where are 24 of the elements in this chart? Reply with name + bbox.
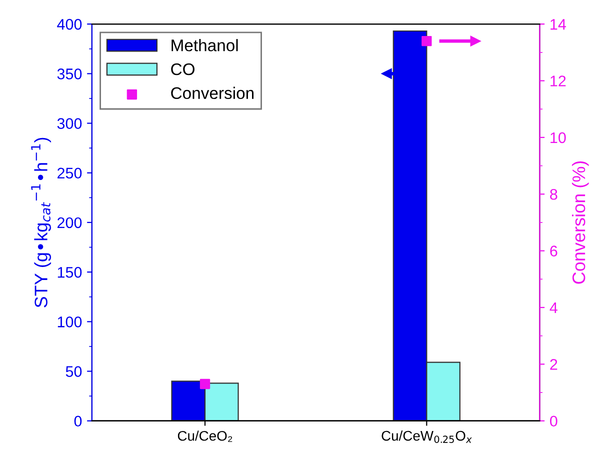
y-tick-label: 200 [58, 217, 82, 228]
legend-label: Conversion [171, 86, 254, 100]
y2-tick-label: 12 [550, 76, 566, 86]
y-tick-label: 300 [57, 118, 82, 129]
y2-tick-label: 4 [550, 302, 558, 314]
y2-tick-label: 0 [550, 416, 558, 427]
y-axis-title: STY (g•kg$_{cat}$$^{−1}$•h$^{−1}$) [31, 138, 52, 308]
y2-axis-title: Conversion (%) [572, 161, 589, 284]
x-tick-label: Cu/CeW$_{0.25}$O$_{x}$ [382, 430, 472, 443]
y-tick-label: 250 [58, 168, 82, 179]
y2-tick-label: 2 [550, 359, 558, 370]
y2-tick-label: 10 [550, 132, 566, 144]
y2-tick-label: 14 [550, 19, 566, 30]
legend-label: Methanol [172, 39, 238, 52]
y2-tick-label: 8 [550, 188, 558, 200]
y2-tick-label: 6 [550, 246, 558, 256]
y-tick-label: 50 [66, 366, 82, 377]
y-tick-label: 150 [58, 266, 82, 278]
y-tick-label: 400 [57, 18, 82, 30]
y-tick-label: 350 [57, 68, 82, 80]
x-tick-label: Cu/CeO₂ [178, 430, 232, 442]
y-tick-label: 0 [74, 416, 82, 427]
y-tick-label: 100 [58, 316, 82, 328]
legend-label: CO [171, 63, 194, 76]
